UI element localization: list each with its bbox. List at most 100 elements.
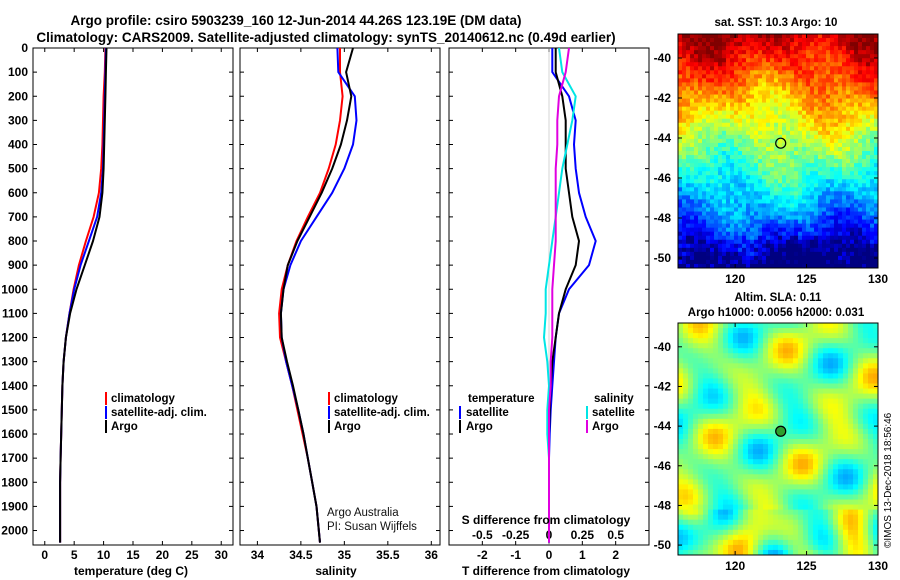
sst-cell (718, 227, 723, 233)
sst-cell (854, 134, 859, 140)
sla-cell (728, 444, 734, 450)
sst-cell (738, 259, 743, 265)
sst-cell (858, 247, 863, 253)
sla-cell (718, 519, 724, 526)
sla-cell (773, 544, 779, 551)
sst-cell (770, 54, 775, 59)
sst-cell (738, 122, 743, 128)
sla-cell (678, 479, 684, 485)
sst-cell (802, 179, 807, 184)
sla-cell (768, 393, 774, 400)
sst-cell (742, 159, 747, 164)
sst-cell (714, 46, 719, 51)
sla-cell (738, 439, 744, 445)
sla-cell (833, 494, 839, 500)
sst-cell (754, 195, 759, 200)
sst-cell (694, 74, 699, 79)
sst-cell (758, 114, 763, 120)
y-tick-label: 1400 (1, 379, 28, 393)
sla-cell (753, 393, 759, 400)
sst-cell (862, 167, 867, 172)
sst-cell (734, 171, 739, 176)
y-tick-label: 0 (21, 41, 28, 55)
sst-cell (766, 195, 771, 200)
sst-cell (690, 98, 695, 103)
sla-cell (683, 474, 689, 480)
sla-cell (783, 383, 789, 389)
sla-cell (813, 358, 819, 364)
sst-cell (818, 167, 823, 172)
sst-cell (714, 94, 719, 99)
sst-cell (738, 42, 743, 47)
sla-cell (843, 333, 849, 339)
sla-cell (863, 388, 869, 395)
sst-cell (870, 106, 875, 112)
sst-cell (802, 102, 807, 108)
sla-cell (708, 539, 714, 546)
sst-cell (810, 54, 815, 59)
sla-cell (838, 524, 844, 531)
sst-cell (870, 114, 875, 120)
sla-cell (808, 343, 814, 349)
sla-cell (773, 454, 779, 460)
sst-cell (678, 122, 683, 128)
sst-cell (722, 34, 727, 39)
sla-cell (848, 388, 854, 395)
sst-cell (714, 126, 719, 132)
sla-cell (768, 439, 774, 445)
sst-cell (794, 163, 799, 168)
sla-cell (843, 544, 849, 551)
sst-cell (726, 62, 731, 67)
sla-cell (783, 323, 789, 329)
sst-cell (818, 243, 823, 249)
sst-cell (682, 163, 687, 168)
sst-cell (778, 138, 783, 144)
sst-cell (706, 179, 711, 184)
sst-cell (694, 159, 699, 164)
sst-cell (710, 134, 715, 140)
sst-cell (706, 138, 711, 144)
sla-cell (718, 383, 724, 389)
sst-cell (734, 219, 739, 225)
sst-cell (818, 159, 823, 164)
sla-cell (773, 459, 779, 465)
sst-cell (710, 211, 715, 216)
sst-cell (830, 183, 835, 188)
sla-cell (758, 444, 764, 450)
sst-cell (842, 114, 847, 120)
sla-cell (708, 413, 714, 420)
sla-cell (873, 403, 879, 410)
sst-cell (786, 38, 791, 43)
sla-cell (798, 413, 804, 420)
sst-cell (734, 114, 739, 120)
sla-cell (703, 454, 709, 460)
sla-cell (703, 499, 709, 505)
sla-cell (713, 393, 719, 400)
sst-cell (822, 58, 827, 63)
sla-cell (843, 348, 849, 354)
sst-cell (718, 130, 723, 136)
sla-cell (853, 343, 859, 349)
sla-cell (793, 388, 799, 395)
sst-cell (766, 122, 771, 128)
sst-cell (770, 62, 775, 67)
sla-cell (828, 393, 834, 400)
sst-cell (690, 243, 695, 249)
sst-cell (854, 114, 859, 120)
sla-cell (788, 539, 794, 546)
sst-cell (842, 155, 847, 160)
sla-cell (863, 433, 869, 440)
sst-cell (702, 171, 707, 176)
sst-cell (706, 151, 711, 156)
sla-cell (768, 383, 774, 389)
sst-cell (822, 38, 827, 43)
sla-cell (758, 328, 764, 334)
sla-cell (853, 323, 859, 329)
sla-cell (723, 333, 729, 339)
sst-cell (694, 167, 699, 172)
sla-cell (818, 383, 824, 389)
sla-cell (778, 333, 784, 339)
sst-cell (742, 239, 747, 245)
sla-cell (783, 398, 789, 405)
sst-cell (746, 34, 751, 39)
